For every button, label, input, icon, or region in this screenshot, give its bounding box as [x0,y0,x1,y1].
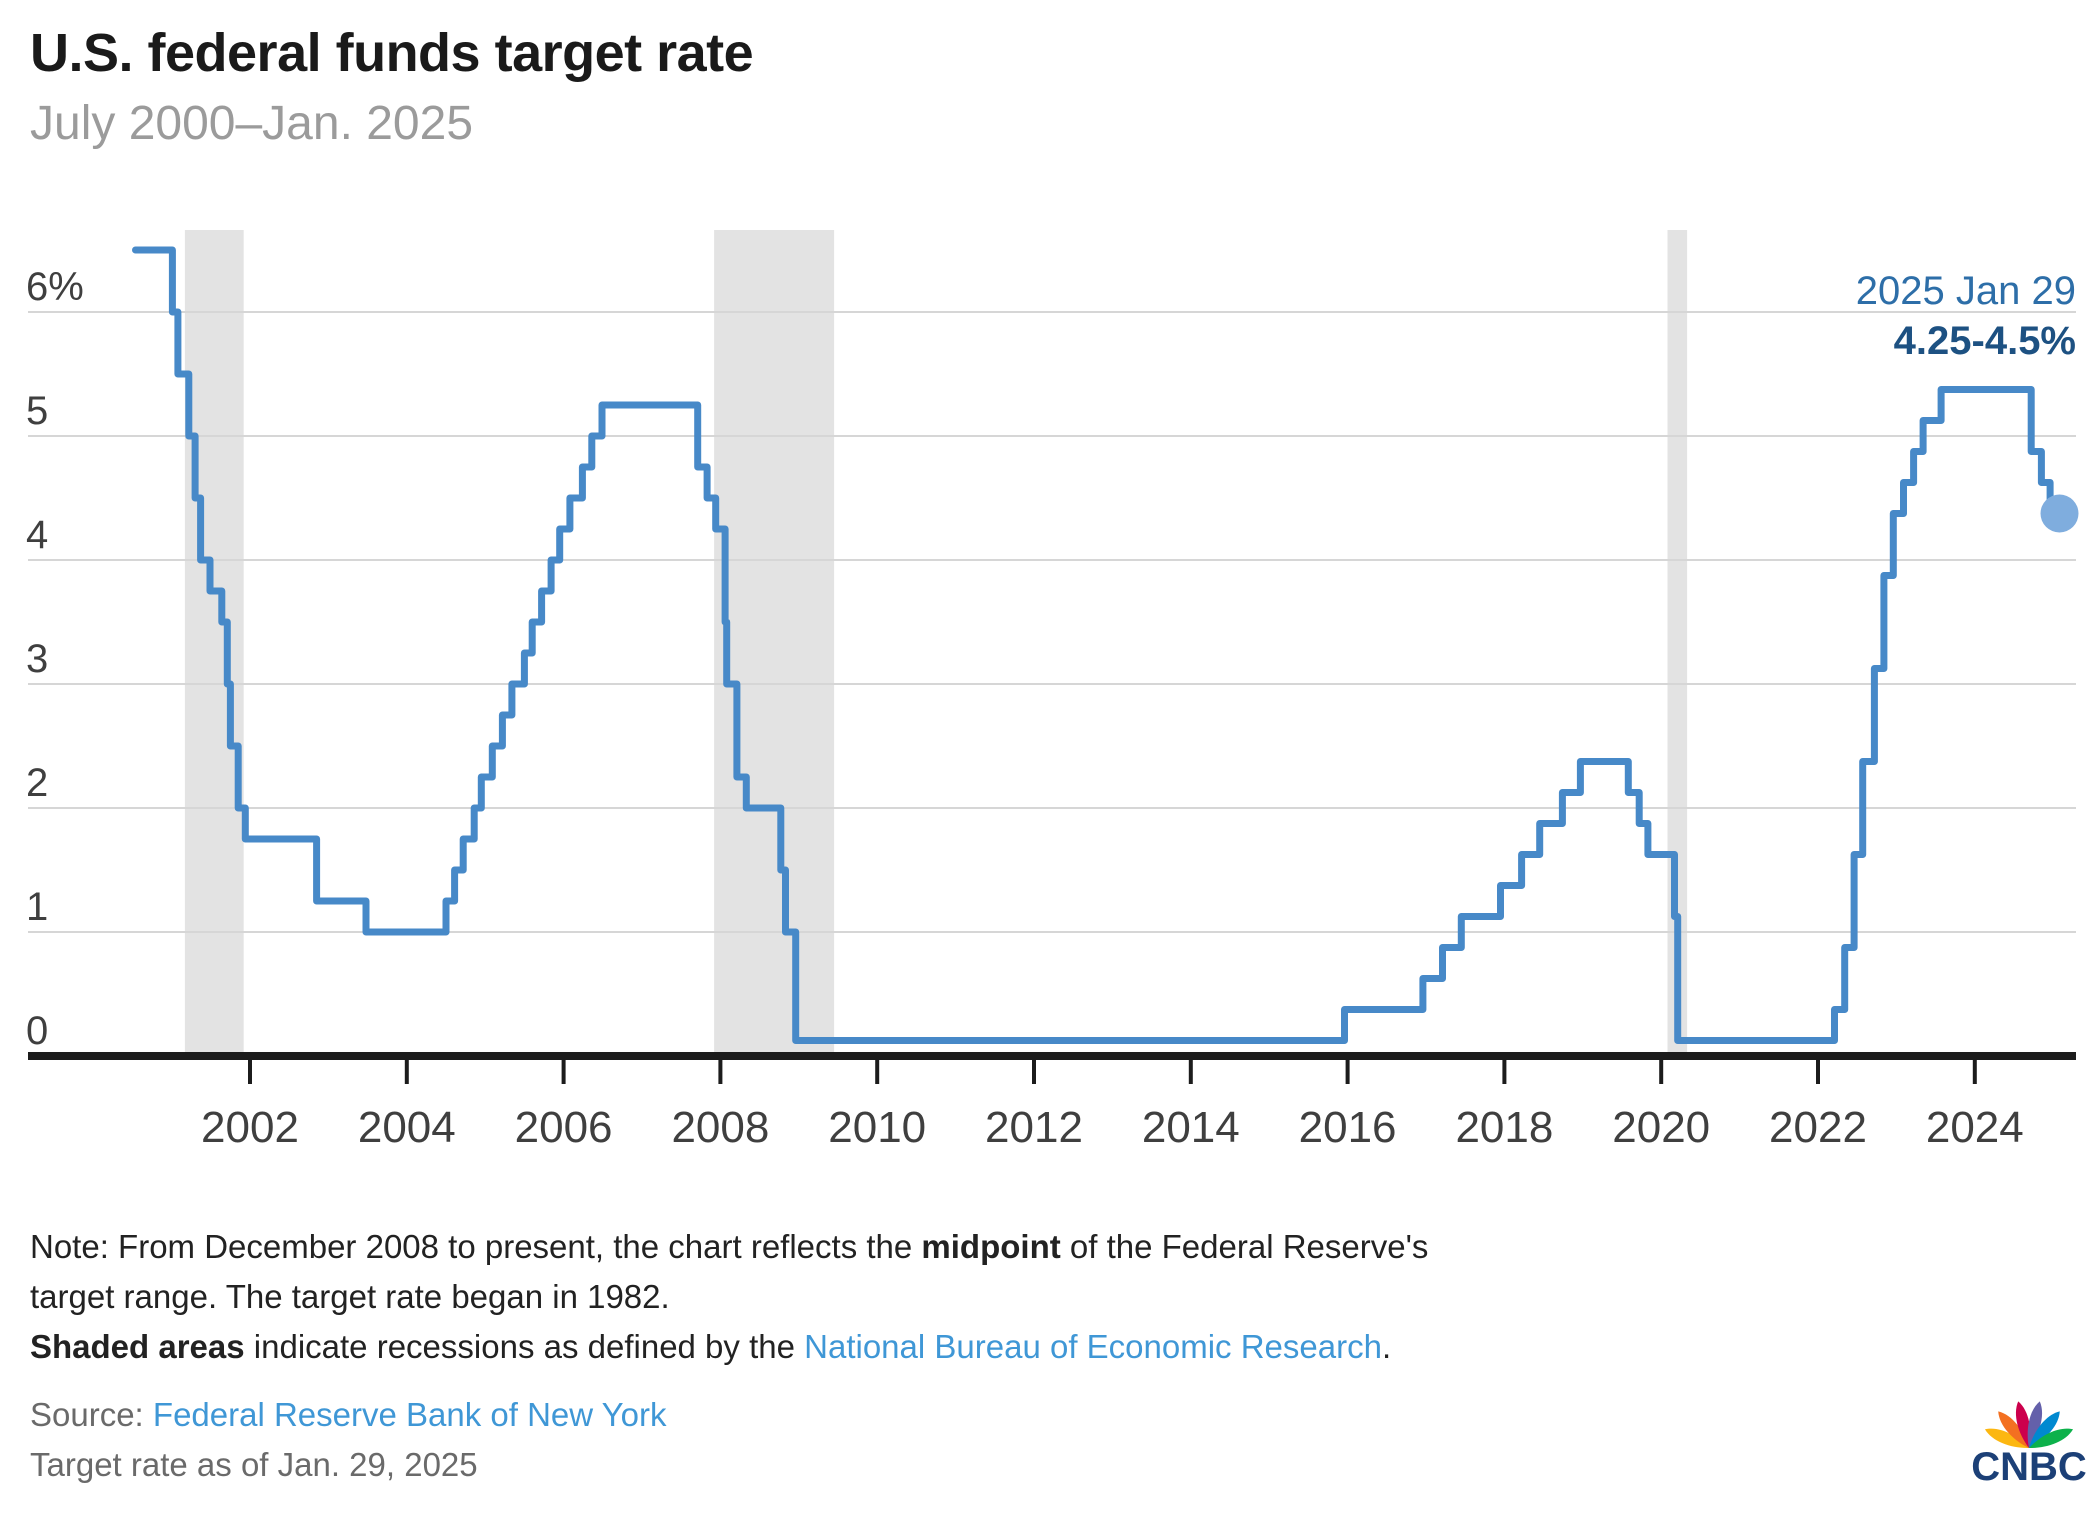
source-link[interactable]: Federal Reserve Bank of New York [152,1396,667,1433]
x-axis [28,1052,2076,1060]
chart-notes: Note: From December 2008 to present, the… [30,1222,1500,1372]
y-tick-label: 6% [26,265,84,309]
nber-link[interactable]: National Bureau of Economic Research [804,1328,1382,1365]
chart-canvas: 0 1 2 3 4 5 6% 2002 2004 2006 2008 2010 2012 2014 2016… [26,230,2079,1152]
y-tick-label: 1 [26,885,48,929]
peacock-feather [1998,1411,2029,1448]
x-tick-label: 2022 [1769,1103,1867,1152]
recession-band [184,230,244,1056]
y-tick-label: 2 [26,761,48,805]
peacock-feather [2027,1401,2043,1448]
page-title: U.S. federal funds target rate [30,23,754,83]
rate-line [132,246,2063,1044]
x-tick-label: 2002 [201,1103,299,1152]
cnbc-logo: CNBC [1971,1401,2087,1489]
y-tick-label: 3 [26,637,48,681]
note-line: Note: From December 2008 to present, the… [30,1222,1500,1322]
shaded-areas-line: Shaded areas indicate recessions as defi… [30,1322,1500,1372]
annotation-value: 4.25-4.5% [1893,319,2076,363]
y-tick-label: 5 [26,389,48,433]
recession-band [714,230,835,1056]
x-tick-label: 2010 [828,1103,926,1152]
x-tick-label: 2008 [671,1103,769,1152]
annotation-date: 2025 Jan 29 [1855,269,2076,313]
latest-value-annotation: 2025 Jan 29 4.25-4.5% [1856,266,2076,366]
x-tick-label: 2004 [358,1103,456,1152]
shaded-areas-bold: Shaded areas [30,1328,245,1365]
x-tick-label: 2018 [1455,1103,1553,1152]
shaded-areas-text: indicate recessions as defined by the [244,1328,805,1365]
peacock-feather [2029,1428,2074,1449]
shaded-areas-period: . [1381,1328,1392,1365]
x-tick-label: 2006 [515,1103,613,1152]
latest-point-marker [2040,494,2079,533]
x-tick-label: 2012 [985,1103,1083,1152]
y-tick-label: 4 [26,513,48,557]
as-of-line: Target rate as of Jan. 29, 2025 [30,1446,478,1483]
note-text-suffix: of the Federal Reserve's target range. T… [30,1228,1429,1315]
source-block: Source: Federal Reserve Bank of New York… [30,1390,667,1490]
peacock-feather [2029,1411,2060,1448]
page-subtitle: July 2000–Jan. 2025 [30,97,474,150]
note-bold-midpoint: midpoint [921,1228,1061,1265]
cnbc-peacock-icon [1984,1401,2074,1449]
source-line: Source: Federal Reserve Bank of New York [30,1390,667,1440]
note-text: Note: From December 2008 to present, the… [30,1228,922,1265]
source-label: Source: [30,1396,153,1433]
x-tick-label: 2020 [1612,1103,1710,1152]
x-tick-label: 2024 [1926,1103,2024,1152]
y-tick-label: 0 [26,1009,48,1053]
cnbc-wordmark: CNBC [1971,1445,2087,1489]
x-tick-label: 2014 [1142,1103,1240,1152]
peacock-feather [1984,1428,2029,1449]
peacock-feather [2015,1401,2031,1448]
x-tick-label: 2016 [1299,1103,1397,1152]
